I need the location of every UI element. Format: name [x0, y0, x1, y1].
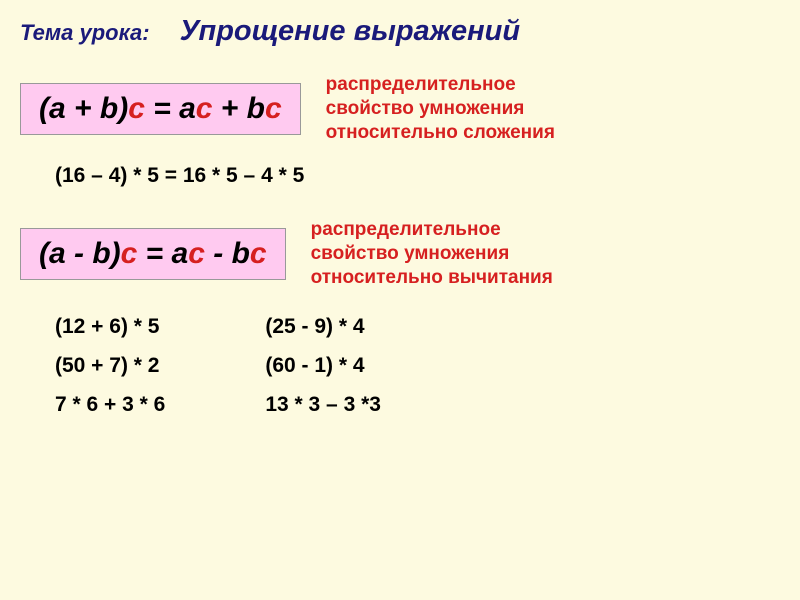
practice-col-2: (25 - 9) * 4 (60 - 1) * 4 13 * 3 – 3 *3	[265, 315, 381, 417]
formula-1-p4: с	[196, 92, 213, 125]
example-1-left: (16 – 4) * 5	[55, 164, 159, 187]
practice-1-3: 7 * 6 + 3 * 6	[55, 393, 165, 417]
formula-1-p2: c	[128, 92, 145, 125]
lesson-title: Упрощение выражений	[180, 15, 521, 48]
formula-2-p2: c	[121, 237, 138, 270]
formula-2-p4: с	[188, 237, 205, 270]
formula-1-p6: с	[265, 92, 282, 125]
formula-2-desc-l1: распределительное	[311, 218, 553, 242]
lesson-label: Тема урока:	[20, 20, 150, 46]
formula-row-2: (a - b)c = aс - bс распределительное сво…	[20, 218, 780, 289]
practice-2-2: (60 - 1) * 4	[265, 354, 381, 378]
formula-1-box: (a + b)c = aс + bс	[20, 83, 301, 135]
example-1: (16 – 4) * 5 = 16 * 5 – 4 * 5	[55, 164, 780, 188]
formula-1-p5: + b	[212, 92, 265, 125]
formula-2-p5: - b	[205, 237, 250, 270]
example-1-eq: =	[159, 164, 183, 187]
formula-1-desc-l3: относительно сложения	[326, 121, 555, 145]
formula-2-p3: = a	[137, 237, 188, 270]
practice-section: (12 + 6) * 5 (50 + 7) * 2 7 * 6 + 3 * 6 …	[55, 315, 780, 417]
formula-2-desc-l2: свойство умножения	[311, 242, 553, 266]
formula-2-desc: распределительное свойство умножения отн…	[311, 218, 553, 289]
formula-1-desc-l2: свойство умножения	[326, 97, 555, 121]
practice-1-2: (50 + 7) * 2	[55, 354, 165, 378]
formula-1-p1: (a + b)	[39, 92, 128, 125]
formula-2-p6: с	[250, 237, 267, 270]
header: Тема урока: Упрощение выражений	[20, 15, 780, 48]
formula-row-1: (a + b)c = aс + bс распределительное сво…	[20, 73, 780, 144]
formula-1-desc: распределительное свойство умножения отн…	[326, 73, 555, 144]
formula-2-box: (a - b)c = aс - bс	[20, 228, 286, 280]
practice-col-1: (12 + 6) * 5 (50 + 7) * 2 7 * 6 + 3 * 6	[55, 315, 165, 417]
practice-2-3: 13 * 3 – 3 *3	[265, 393, 381, 417]
practice-1-1: (12 + 6) * 5	[55, 315, 165, 339]
formula-2-desc-l3: относительно вычитания	[311, 266, 553, 290]
formula-2-p1: (a - b)	[39, 237, 121, 270]
formula-1-p3: = a	[145, 92, 196, 125]
formula-1-desc-l1: распределительное	[326, 73, 555, 97]
practice-2-1: (25 - 9) * 4	[265, 315, 381, 339]
example-1-right: 16 * 5 – 4 * 5	[183, 164, 304, 187]
